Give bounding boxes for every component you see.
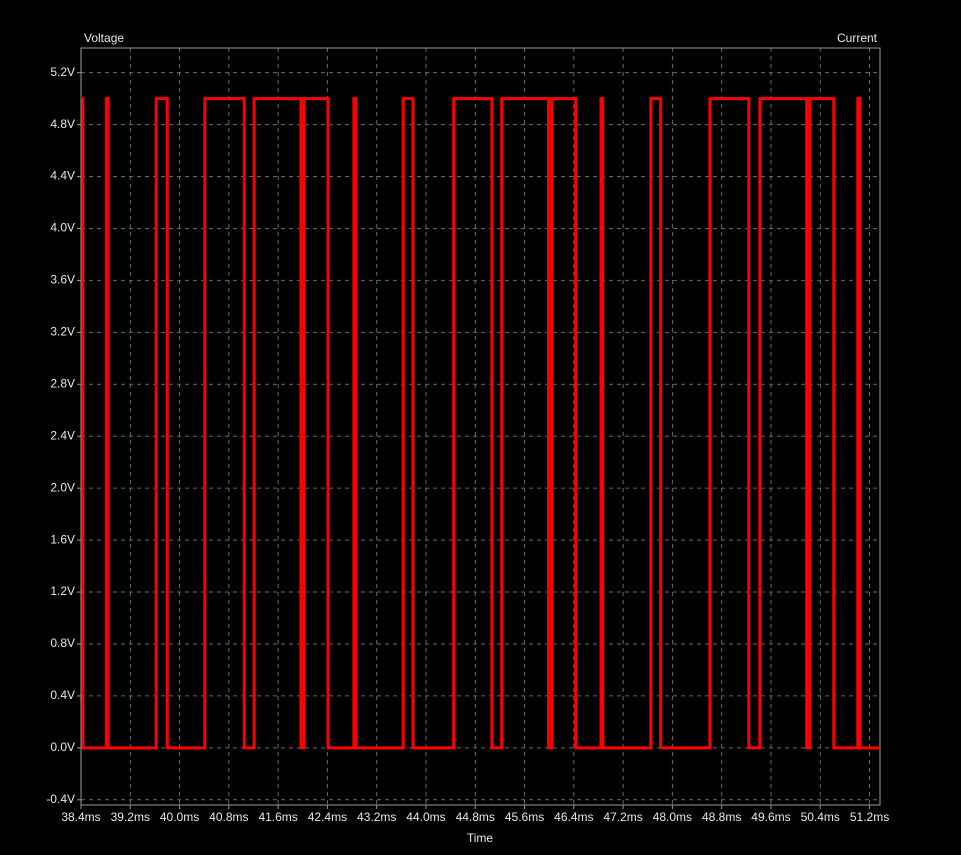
x-tick-label: 40.8ms [209,810,248,824]
x-axis-label: Time [467,831,494,845]
y-tick-label: 2.0V [50,480,75,494]
waveform [81,97,880,750]
x-tick-label: 42.4ms [308,810,347,824]
y-tick-label: 1.2V [50,584,75,598]
x-tick-label: 51.2ms [850,810,889,824]
y-tick-label: 0.8V [50,636,75,650]
y-tick-label: 4.8V [50,117,75,131]
y-tick-label: 5.2V [50,65,75,79]
x-tick-label: 40.0ms [160,810,199,824]
x-tick-label: 47.2ms [603,810,642,824]
y-tick-label: 4.4V [50,169,75,183]
y-tick-label: 0.4V [50,688,75,702]
y-tick-label: -0.4V [46,792,75,806]
y-tick-label: 0.0V [50,740,75,754]
y-tick-label: 3.6V [50,273,75,287]
x-tick-label: 49.6ms [751,810,790,824]
x-tick-label: 38.4ms [61,810,100,824]
y2-axis-label: Current [837,31,878,45]
y-tick-label: 2.8V [50,376,75,390]
y-tick-label: 3.2V [50,325,75,339]
y-tick-label: 4.0V [50,221,75,235]
x-tick-label: 48.8ms [702,810,741,824]
x-tick-label: 39.2ms [111,810,150,824]
y-tick-label: 2.4V [50,428,75,442]
x-tick-label: 50.4ms [801,810,840,824]
x-tick-label: 46.4ms [554,810,593,824]
x-tick-label: 44.0ms [406,810,445,824]
x-tick-label: 48.0ms [653,810,692,824]
x-tick-label: 45.6ms [505,810,544,824]
x-tick-label: 43.2ms [357,810,396,824]
y-axis-label: Voltage [84,31,124,45]
x-tick-label: 44.8ms [456,810,495,824]
plot-border [80,47,881,806]
y-tick-label: 1.6V [50,532,75,546]
x-tick-label: 41.6ms [258,810,297,824]
